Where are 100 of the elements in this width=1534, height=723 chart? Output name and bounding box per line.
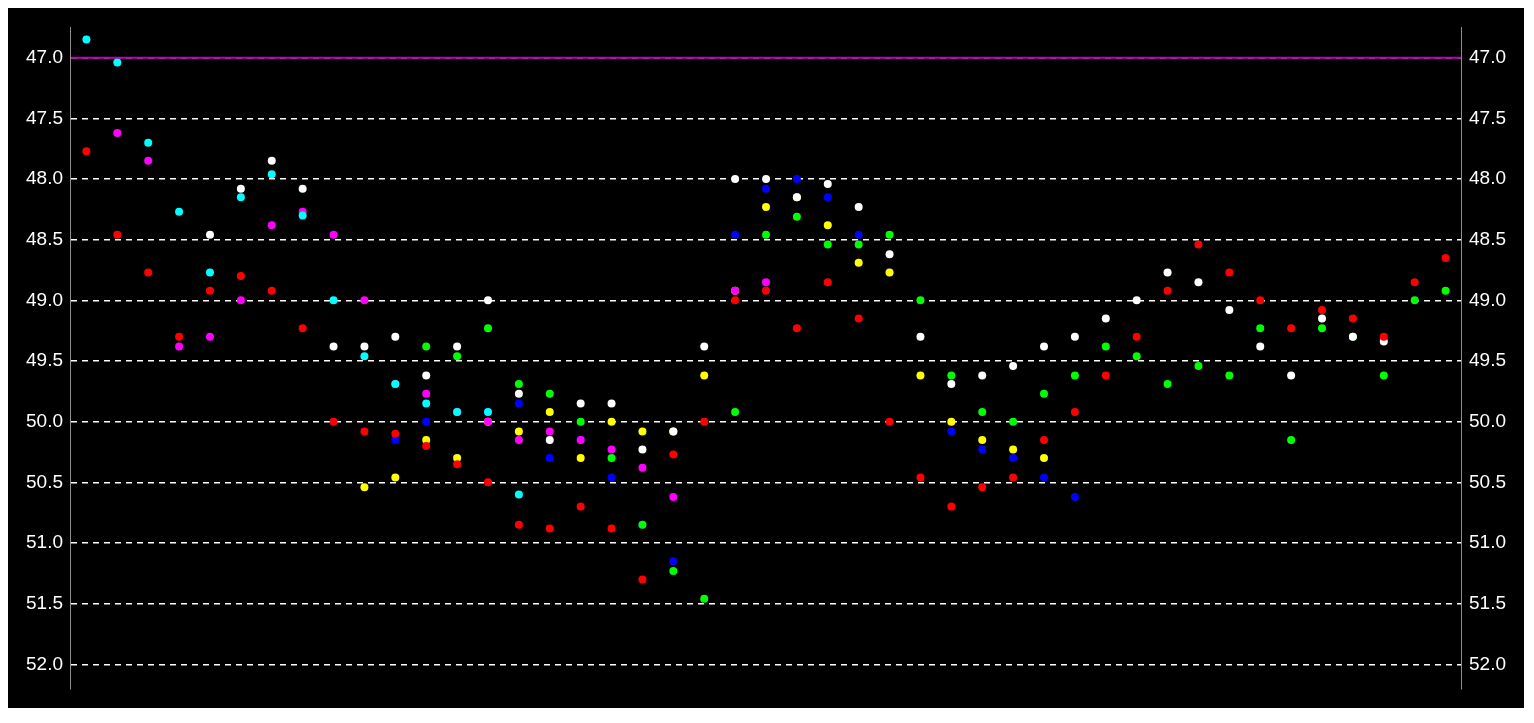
point bbox=[607, 454, 616, 463]
point bbox=[545, 435, 554, 444]
point bbox=[1101, 371, 1110, 380]
point bbox=[823, 221, 832, 230]
point bbox=[483, 478, 492, 487]
point bbox=[205, 230, 214, 239]
point bbox=[916, 473, 925, 482]
point bbox=[298, 211, 307, 220]
point bbox=[175, 332, 184, 341]
point bbox=[731, 296, 740, 305]
point bbox=[1410, 296, 1419, 305]
point bbox=[422, 417, 431, 426]
point bbox=[762, 202, 770, 211]
point bbox=[1287, 371, 1296, 380]
point bbox=[762, 286, 770, 295]
point bbox=[205, 332, 214, 341]
point bbox=[545, 427, 554, 436]
point bbox=[947, 371, 956, 380]
point bbox=[885, 230, 894, 239]
y-tick-label: 50.5 bbox=[26, 470, 63, 492]
y-tick-label: 51.5 bbox=[26, 591, 63, 613]
point bbox=[267, 170, 276, 179]
point bbox=[82, 35, 91, 44]
point bbox=[113, 230, 122, 239]
point bbox=[236, 184, 245, 193]
point bbox=[731, 230, 740, 239]
point bbox=[391, 429, 400, 438]
point bbox=[453, 460, 462, 469]
point bbox=[1009, 445, 1018, 454]
point bbox=[916, 371, 925, 380]
point bbox=[1256, 296, 1265, 305]
point bbox=[175, 207, 184, 216]
point bbox=[1070, 332, 1079, 341]
point bbox=[236, 272, 245, 281]
point bbox=[545, 389, 554, 398]
point bbox=[1225, 306, 1234, 315]
point bbox=[823, 179, 832, 188]
point bbox=[329, 230, 338, 239]
point bbox=[947, 427, 956, 436]
point bbox=[329, 342, 338, 351]
point bbox=[422, 399, 431, 408]
point bbox=[762, 230, 770, 239]
point bbox=[823, 193, 832, 202]
point bbox=[1256, 324, 1265, 333]
point bbox=[236, 296, 245, 305]
y2-tick-label: 48.0 bbox=[1469, 167, 1506, 189]
point bbox=[1318, 324, 1327, 333]
point bbox=[792, 175, 801, 184]
point bbox=[885, 417, 894, 426]
point bbox=[545, 407, 554, 416]
point bbox=[514, 389, 523, 398]
point bbox=[514, 520, 523, 529]
y2-tick-label: 47.0 bbox=[1469, 45, 1506, 67]
point bbox=[669, 557, 678, 566]
point bbox=[576, 454, 585, 463]
point bbox=[144, 138, 153, 147]
y-tick-label: 49.0 bbox=[26, 288, 63, 310]
point bbox=[607, 399, 616, 408]
point bbox=[1040, 454, 1049, 463]
point bbox=[638, 427, 647, 436]
point bbox=[545, 454, 554, 463]
point bbox=[514, 427, 523, 436]
point bbox=[205, 286, 214, 295]
point bbox=[1287, 324, 1296, 333]
point bbox=[854, 314, 863, 323]
point bbox=[1040, 342, 1049, 351]
y2-tick-label: 49.0 bbox=[1469, 288, 1506, 310]
point bbox=[823, 240, 832, 249]
point bbox=[1163, 380, 1172, 389]
point bbox=[205, 268, 214, 277]
point bbox=[576, 399, 585, 408]
y2-tick-label: 47.5 bbox=[1469, 106, 1506, 128]
point bbox=[700, 371, 709, 380]
point bbox=[792, 324, 801, 333]
point bbox=[422, 441, 431, 450]
point bbox=[453, 352, 462, 361]
point bbox=[731, 175, 740, 184]
point bbox=[669, 566, 678, 575]
point bbox=[762, 184, 770, 193]
point bbox=[762, 175, 770, 184]
y-tick-label: 52.0 bbox=[26, 652, 63, 674]
point bbox=[1441, 253, 1450, 262]
point bbox=[1040, 473, 1049, 482]
point bbox=[1194, 240, 1203, 249]
point bbox=[607, 417, 616, 426]
y2-tick-label: 52.0 bbox=[1469, 652, 1506, 674]
point bbox=[267, 221, 276, 230]
point bbox=[453, 342, 462, 351]
point bbox=[1348, 314, 1357, 323]
point bbox=[1163, 286, 1172, 295]
point bbox=[700, 594, 709, 603]
point bbox=[236, 193, 245, 202]
point bbox=[514, 399, 523, 408]
point bbox=[1040, 435, 1049, 444]
y-tick-label: 47.0 bbox=[26, 45, 63, 67]
point bbox=[82, 147, 91, 156]
point bbox=[1287, 435, 1296, 444]
point bbox=[576, 502, 585, 511]
point bbox=[576, 417, 585, 426]
point bbox=[607, 445, 616, 454]
